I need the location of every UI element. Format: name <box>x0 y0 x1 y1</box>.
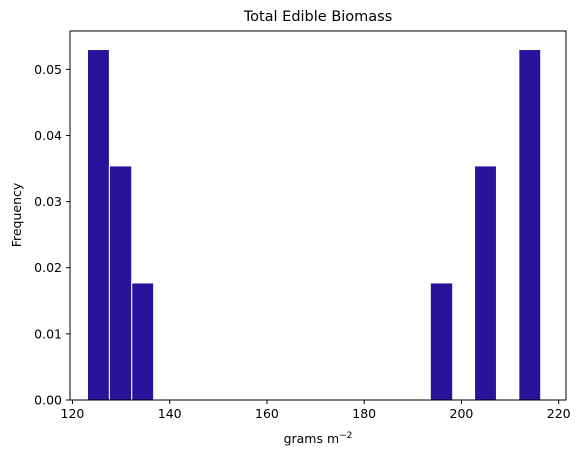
x-axis-label: grams m−2 <box>284 431 353 446</box>
x-tick-label: 160 <box>255 406 279 421</box>
chart-title: Total Edible Biomass <box>243 9 393 25</box>
y-axis: 0.00 0.01 0.02 0.03 0.04 0.05 <box>34 62 70 408</box>
plot-frame <box>69 30 567 401</box>
y-tick-label: 0.03 <box>34 194 62 209</box>
bars-group <box>87 49 542 401</box>
x-axis: 120 140 160 180 200 220 <box>61 400 571 421</box>
x-tick-label: 180 <box>352 406 376 421</box>
y-tick-label: 0.01 <box>34 326 62 341</box>
x-axis-label-text: grams m <box>284 431 340 446</box>
x-axis-label-exponent: −2 <box>339 431 352 441</box>
histogram-bar-2 <box>108 165 133 401</box>
y-tick-label: 0.05 <box>34 62 62 77</box>
y-tick-label: 0.04 <box>34 128 62 143</box>
x-tick-label: 120 <box>61 406 85 421</box>
histogram-bar-4 <box>429 282 454 401</box>
x-tick-label: 140 <box>158 406 182 421</box>
x-tick-label: 220 <box>547 406 571 421</box>
y-axis-label: Frequency <box>9 182 24 247</box>
histogram-bar-3 <box>131 282 155 401</box>
x-tick-label: 200 <box>450 406 474 421</box>
histogram-bar-6 <box>518 49 542 401</box>
y-tick-label: 0.02 <box>34 260 62 275</box>
histogram-bar-1 <box>87 49 110 401</box>
y-tick-label: 0.00 <box>34 393 62 408</box>
histogram-bar-5 <box>474 165 497 401</box>
